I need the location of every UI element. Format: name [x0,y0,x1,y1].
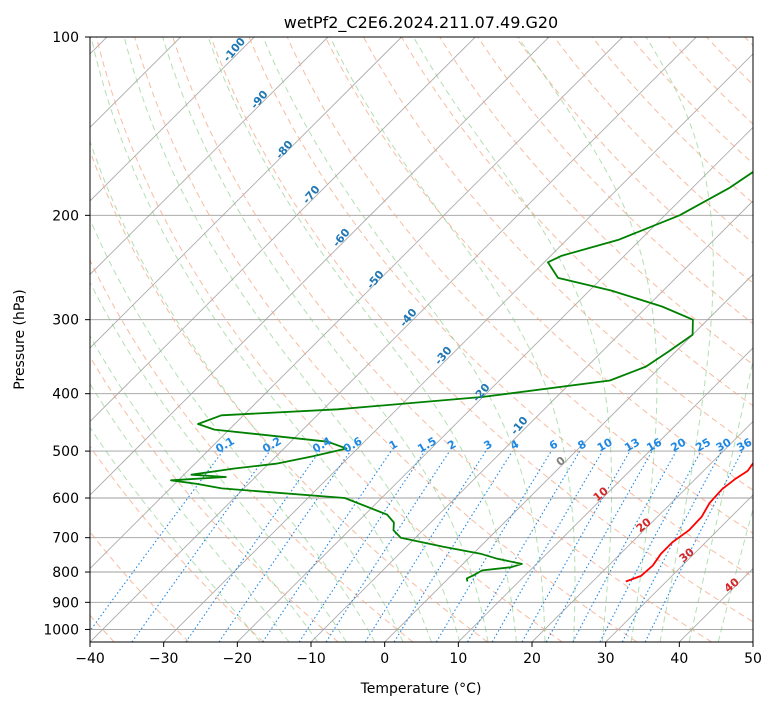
y-tick-label: 300 [52,313,79,329]
y-tick-label: 700 [52,531,79,547]
x-tick-label: −40 [75,651,105,667]
y-tick-label: 200 [52,208,79,224]
y-tick-label: 800 [52,565,79,581]
x-tick-label: 30 [597,651,615,667]
x-tick-label: 10 [449,651,467,667]
y-tick-label: 900 [52,595,79,611]
x-tick-label: 40 [670,651,688,667]
x-tick-label: −30 [149,651,179,667]
x-axis-label: Temperature (°C) [360,681,482,697]
x-tick-label: 0 [380,651,389,667]
y-tick-label: 100 [52,30,79,46]
y-tick-label: 1000 [43,622,79,638]
x-tick-label: 50 [744,651,762,667]
chart-title: wetPf2_C2E6.2024.211.07.49.G20 [284,13,558,33]
x-tick-label: −10 [296,651,326,667]
y-axis-label: Pressure (hPa) [12,289,28,389]
y-tick-label: 500 [52,444,79,460]
y-tick-label: 400 [52,387,79,403]
y-tick-label: 600 [52,491,79,507]
x-tick-label: −20 [223,651,253,667]
x-tick-label: 20 [523,651,541,667]
